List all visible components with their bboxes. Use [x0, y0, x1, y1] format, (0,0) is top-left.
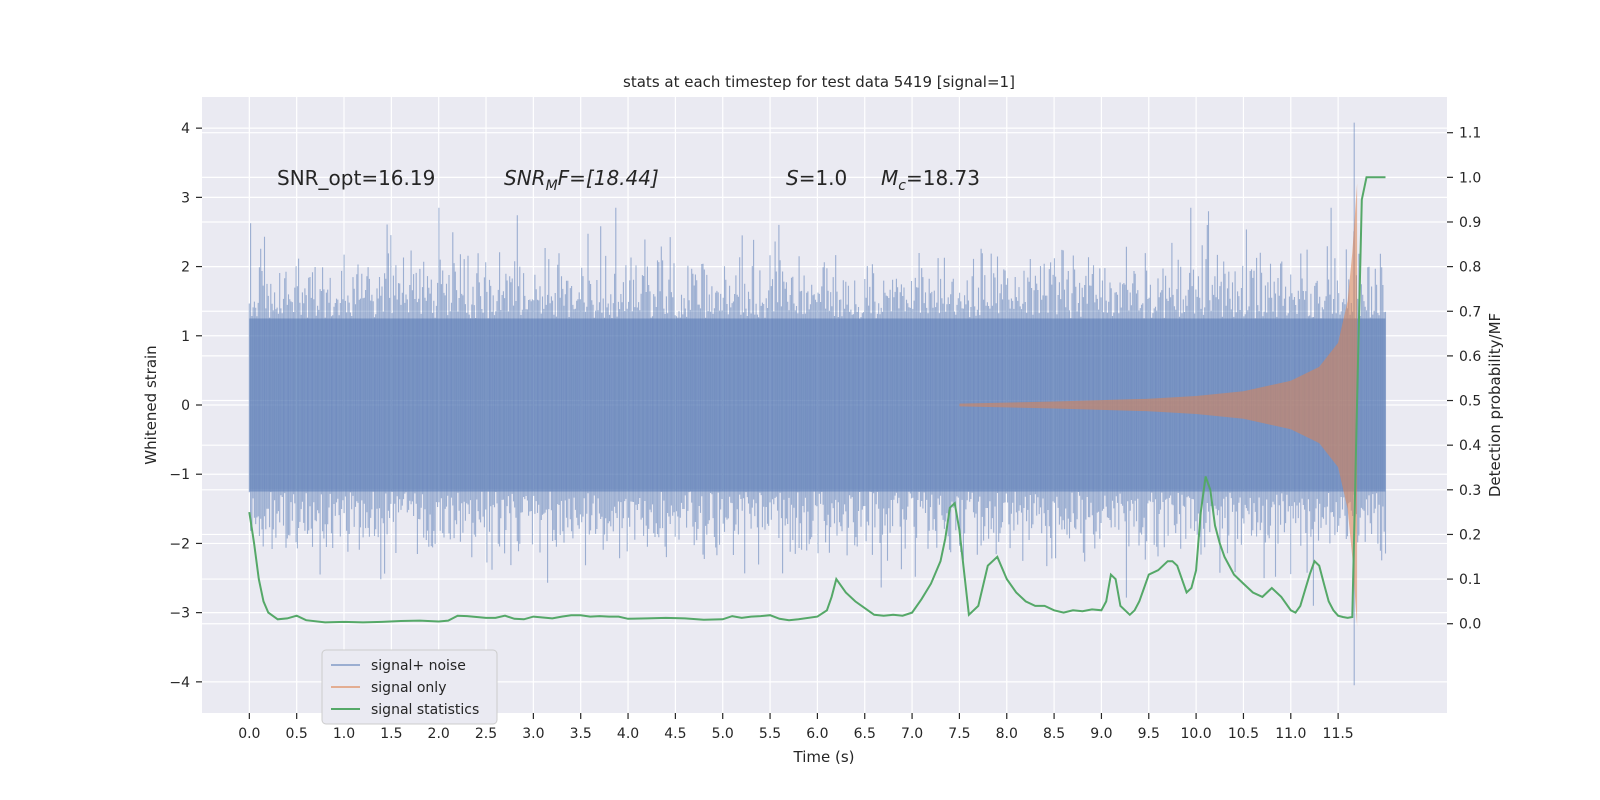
annotation-snr-mf: SNRMF=[18.44] — [504, 166, 659, 194]
x-tick-label: 3.5 — [570, 726, 592, 742]
series-signal-statistics — [248, 176, 1386, 624]
x-tick-label: 10.0 — [1181, 726, 1212, 742]
x-tick-label: 9.5 — [1138, 726, 1160, 742]
legend-label-signal-statistics: signal statistics — [371, 702, 479, 718]
y-left-tick-label: −3 — [169, 606, 190, 622]
snr-mf-sub: M — [546, 178, 558, 194]
y-left-tick-label: 1 — [181, 329, 190, 345]
y-right-tick-label: 1.1 — [1459, 126, 1481, 142]
snr-mf-base: SNR — [504, 166, 546, 190]
x-tick-label: 5.5 — [759, 726, 781, 742]
x-tick-label: 6.5 — [854, 726, 876, 742]
x-tick-label: 7.5 — [948, 726, 970, 742]
x-axis-label: Time (s) — [793, 748, 855, 766]
legend-label-signal-only: signal only — [371, 680, 446, 696]
y-left-tick-label: −2 — [169, 536, 190, 552]
x-tick-label: 6.0 — [806, 726, 828, 742]
annotation-mc: Mc=18.73 — [881, 166, 980, 194]
x-tick-label: 9.0 — [1090, 726, 1112, 742]
x-tick-label: 11.5 — [1323, 726, 1354, 742]
x-tick-label: 4.0 — [617, 726, 639, 742]
legend-box — [321, 649, 498, 725]
x-tick-label: 8.5 — [1043, 726, 1065, 742]
y-left-tick-label: 0 — [181, 398, 190, 414]
x-tick-label: 0.5 — [286, 726, 308, 742]
series-signal-only — [959, 183, 1358, 627]
y-axis-label-left: Whitened strain — [142, 345, 160, 464]
x-tick-label: 1.5 — [380, 726, 402, 742]
chirp-envelope — [959, 183, 1358, 627]
y-right-tick-label: 0.0 — [1459, 617, 1481, 633]
snr-mf-rest: F=[18.44] — [558, 166, 659, 190]
x-tick-label: 2.5 — [475, 726, 497, 742]
s-rest: =1.0 — [799, 166, 848, 190]
y-axis-label-right: Detection probability/MF — [1486, 313, 1504, 497]
x-tick-label: 10.5 — [1228, 726, 1259, 742]
mc-sub: c — [898, 178, 906, 194]
right-axis: 1.1 1.0 0.9 0.8 0.7 0.6 0.5 0.4 0.3 0.2 0.1 0.0 — [1447, 126, 1481, 633]
y-right-tick-label: 0.7 — [1459, 304, 1481, 320]
y-left-tick-label: 2 — [181, 260, 190, 276]
x-tick-label: 8.0 — [996, 726, 1018, 742]
mc-rest: =18.73 — [906, 166, 980, 190]
x-tick-label: 1.0 — [333, 726, 355, 742]
y-right-tick-label: 0.2 — [1459, 527, 1481, 543]
y-right-tick-label: 0.5 — [1459, 394, 1481, 410]
x-tick-label: 7.0 — [901, 726, 923, 742]
x-tick-label: 3.0 — [522, 726, 544, 742]
y-left-tick-label: 4 — [181, 121, 190, 137]
y-right-tick-label: 0.9 — [1459, 215, 1481, 231]
s-var: S — [786, 166, 799, 190]
annotation-s: S=1.0 — [786, 166, 847, 190]
mc-var: M — [881, 166, 898, 190]
x-tick-label: 11.0 — [1275, 726, 1306, 742]
y-right-tick-label: 1.0 — [1459, 170, 1481, 186]
annotation-snr-opt: SNR_opt=16.19 — [277, 166, 435, 190]
y-right-tick-label: 0.4 — [1459, 438, 1481, 454]
x-tick-label: 0.0 — [238, 726, 260, 742]
legend: signal+ noise signal only signal statist… — [321, 649, 498, 725]
legend-label-signal-noise: signal+ noise — [371, 658, 466, 674]
y-right-tick-label: 0.8 — [1459, 260, 1481, 276]
x-tick-label: 5.0 — [712, 726, 734, 742]
x-axis: 0.0 0.5 1.0 1.5 2.0 2.5 3.0 3.5 4.0 4.5 5.0 5.5 6.0 6… — [238, 713, 1354, 742]
y-right-tick-label: 0.3 — [1459, 483, 1481, 499]
x-tick-label: 2.0 — [428, 726, 450, 742]
y-left-tick-label: −4 — [169, 675, 190, 691]
x-tick-label: 4.5 — [664, 726, 686, 742]
left-axis: 4 3 2 1 0 −1 −2 −3 −4 — [169, 121, 202, 691]
y-left-tick-label: −1 — [169, 467, 190, 483]
chart-title: stats at each timestep for test data 541… — [623, 73, 1015, 91]
y-right-tick-label: 0.6 — [1459, 349, 1481, 365]
y-left-tick-label: 3 — [181, 190, 190, 206]
y-right-tick-label: 0.1 — [1459, 572, 1481, 588]
